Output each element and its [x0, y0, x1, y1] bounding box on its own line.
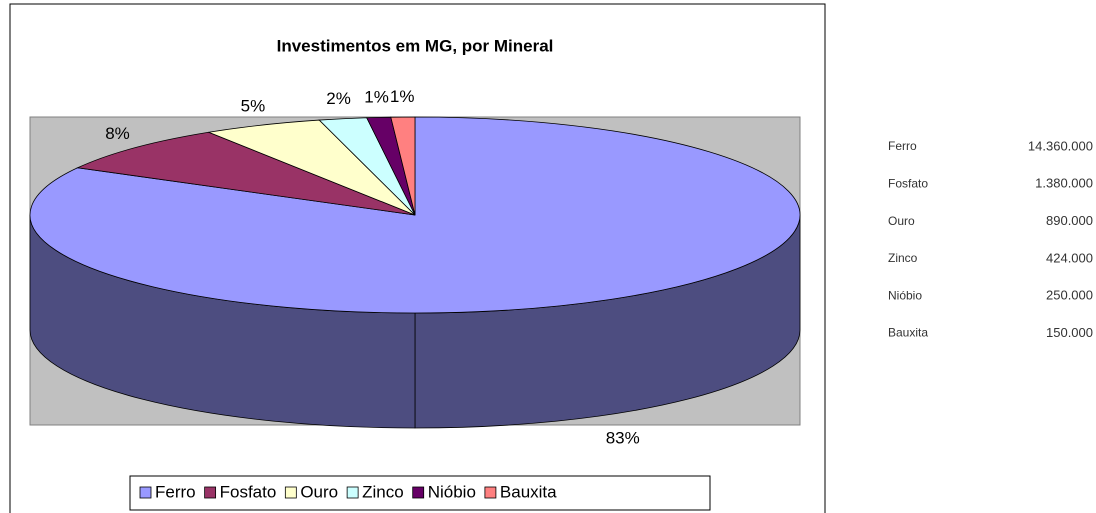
table-value: 250.000 [1046, 288, 1093, 303]
table-name: Nióbio [888, 288, 922, 302]
data-label: 8% [105, 124, 130, 143]
table-value: 890.000 [1046, 213, 1093, 228]
data-label: 1% [390, 87, 415, 106]
data-label: 1% [364, 87, 389, 106]
legend-label: Ferro [155, 482, 196, 501]
table-name: Ferro [888, 139, 917, 153]
data-label: 5% [241, 97, 266, 116]
table-name: Zinco [888, 251, 918, 265]
data-label: 83% [606, 429, 640, 448]
table-name: Fosfato [888, 176, 928, 190]
table-name: Ouro [888, 214, 915, 228]
legend-swatch [204, 486, 217, 499]
chart-title: Investimentos em MG, por Mineral [277, 36, 554, 55]
legend-swatch [346, 486, 359, 499]
slice [390, 116, 416, 216]
table-value: 1.380.000 [1035, 176, 1093, 191]
slice [76, 131, 416, 216]
legend-label: Fosfato [220, 482, 277, 501]
legend-swatch [412, 486, 425, 499]
legend-swatch [284, 486, 297, 499]
legend-label: Nióbio [428, 482, 476, 501]
legend-label: Zinco [362, 482, 404, 501]
table-value: 424.000 [1046, 250, 1093, 265]
legend-label: Ouro [300, 482, 338, 501]
table-value: 150.000 [1046, 325, 1093, 340]
data-label: 2% [326, 89, 351, 108]
legend-swatch [139, 486, 152, 499]
legend-label: Bauxita [500, 482, 557, 501]
table-name: Bauxita [888, 326, 928, 340]
table-value: 14.360.000 [1028, 138, 1093, 153]
legend-swatch [484, 486, 497, 499]
